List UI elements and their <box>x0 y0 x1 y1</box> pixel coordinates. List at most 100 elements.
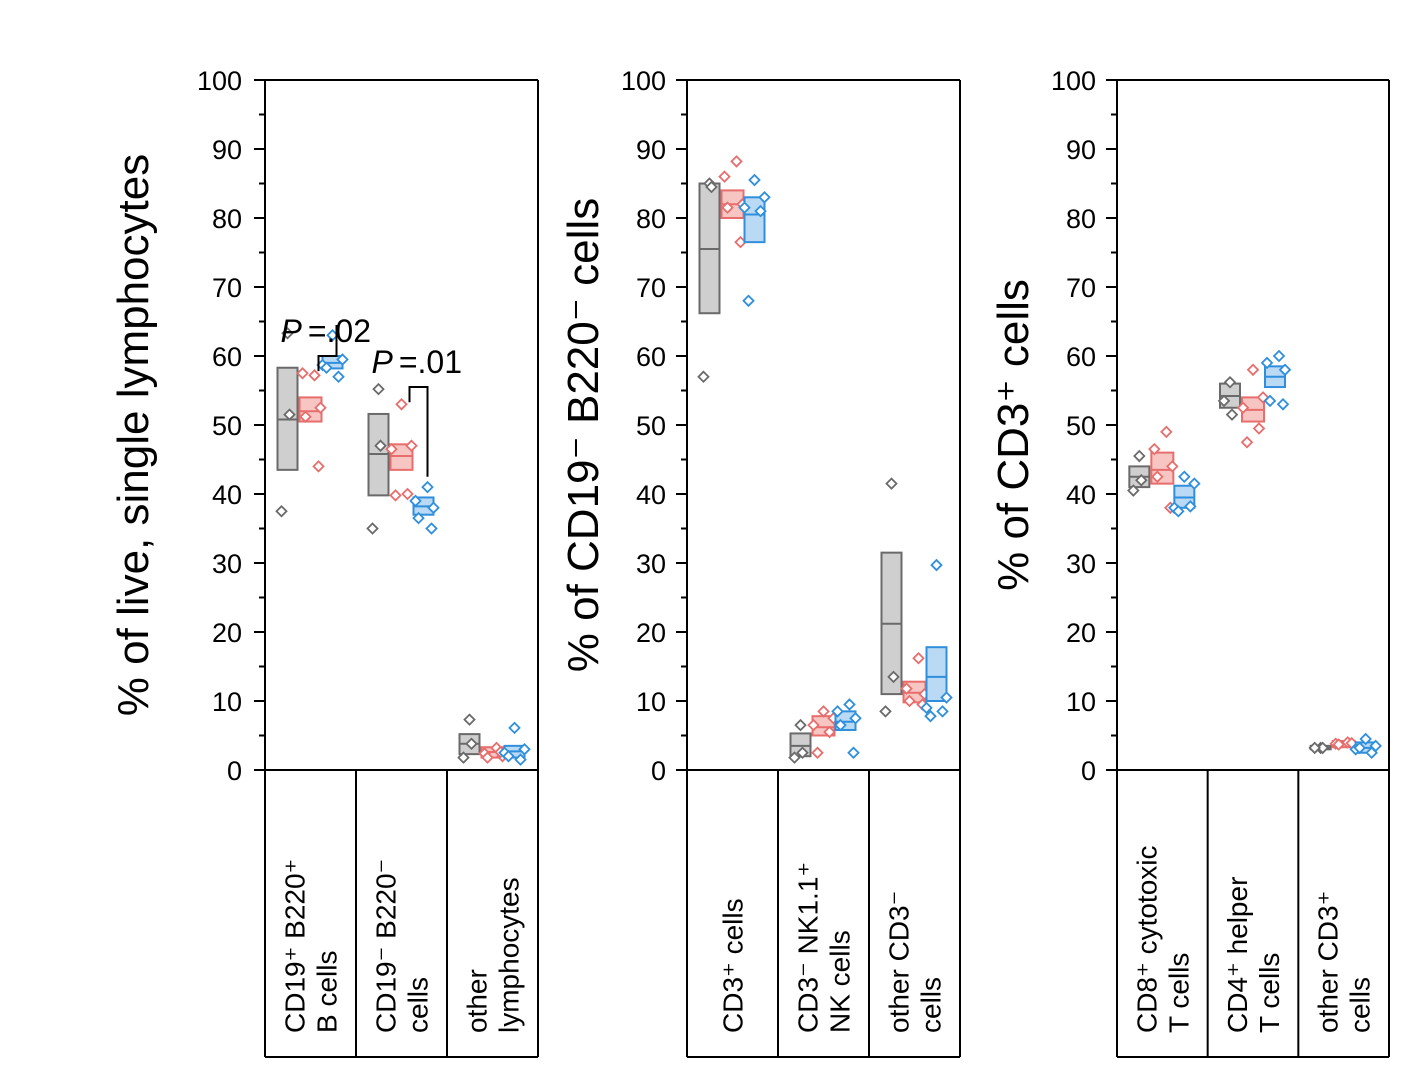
y-tick-label: 80 <box>1066 204 1096 234</box>
significance-bracket <box>408 386 429 477</box>
data-point <box>1359 732 1372 746</box>
y-tick-label: 10 <box>212 687 242 717</box>
y-tick-label: 80 <box>636 204 666 234</box>
data-point <box>481 751 494 764</box>
data-point <box>742 294 755 308</box>
category-label: cells <box>916 977 947 1033</box>
data-point <box>823 725 836 739</box>
data-point <box>1148 442 1161 456</box>
data-point <box>817 705 830 718</box>
data-point <box>457 751 470 764</box>
data-point <box>421 480 434 494</box>
category-label: other CD3⁻ <box>884 891 915 1033</box>
data-point <box>374 439 387 452</box>
data-point <box>738 201 751 214</box>
y-tick-label: 70 <box>1066 273 1096 303</box>
data-point <box>1272 349 1286 363</box>
category-label: T cells <box>1163 953 1194 1033</box>
y-tick-label: 60 <box>636 342 666 372</box>
data-point <box>1236 401 1250 415</box>
data-point <box>705 180 718 194</box>
data-point <box>395 398 408 411</box>
data-point <box>730 155 743 168</box>
category-label: CD8⁺ cytotoxic <box>1131 846 1162 1034</box>
data-point <box>1365 746 1378 760</box>
y-tick-label: 80 <box>212 204 242 234</box>
data-point <box>299 410 312 423</box>
y-tick-label: 10 <box>636 687 666 717</box>
data-point <box>1246 363 1260 377</box>
category-label: CD19⁻ B220⁻ <box>371 859 402 1033</box>
data-point <box>336 353 349 366</box>
data-point <box>465 737 478 751</box>
data-point <box>807 718 820 732</box>
category-label: other CD3⁺ <box>1313 891 1344 1033</box>
data-point <box>1263 394 1277 408</box>
data-point <box>1172 504 1185 518</box>
y-tick-label: 20 <box>1066 618 1096 648</box>
data-point <box>425 522 438 535</box>
data-point <box>320 361 333 375</box>
data-point <box>389 489 402 502</box>
p-value-label: P =.02 <box>281 313 372 349</box>
data-point <box>903 694 916 708</box>
data-point <box>401 487 414 501</box>
data-point <box>754 204 767 218</box>
data-point <box>372 382 385 396</box>
y-tick-label: 70 <box>636 273 666 303</box>
panel-cd3pos-cells: 0 10 20 30 40 50 60 70 80 90 100 % of CD3⁺ cells CD8… <box>989 66 1390 1058</box>
data-point <box>1276 398 1290 411</box>
y-tick-label: 0 <box>651 756 666 786</box>
data-point <box>1332 738 1345 751</box>
data-point <box>1178 470 1191 484</box>
data-point <box>427 501 440 515</box>
data-point <box>514 753 527 766</box>
category-label: CD3⁻ NK1.1⁺ <box>793 862 824 1033</box>
data-point <box>412 511 425 525</box>
data-point <box>831 705 844 718</box>
panel-lymphocytes: 0 10 20 30 40 50 60 70 80 90 100 % of live, single … <box>109 66 539 1058</box>
data-point <box>1225 408 1239 421</box>
significance-bracket <box>317 324 338 372</box>
category-label: CD19⁺ B220⁺ <box>280 859 311 1033</box>
data-point <box>332 370 345 383</box>
y-tick-label: 90 <box>636 135 666 165</box>
y-tick-label: 30 <box>636 549 666 579</box>
y-tick-label: 30 <box>1066 549 1096 579</box>
data-point <box>887 670 900 684</box>
data-point <box>1160 425 1173 439</box>
data-point <box>849 711 862 725</box>
data-point <box>312 460 325 473</box>
y-tick-label: 0 <box>1081 756 1096 786</box>
category-label: NK cells <box>825 930 856 1033</box>
y-tick-label: 50 <box>1066 411 1096 441</box>
data-point <box>1133 449 1146 463</box>
category-label: CD4⁺ helper <box>1222 877 1253 1033</box>
y-axis-title: % of live, single lymphocytes <box>109 154 158 716</box>
y-tick-label: 40 <box>636 480 666 510</box>
y-tick-label: 90 <box>1066 135 1096 165</box>
y-tick-label: 40 <box>1066 480 1096 510</box>
data-point <box>940 691 953 704</box>
data-point <box>930 558 943 572</box>
p-value-label: P =.01 <box>372 344 463 380</box>
data-point <box>718 170 731 183</box>
data-point <box>518 743 531 756</box>
data-point <box>281 326 294 340</box>
data-point <box>843 698 856 711</box>
data-point <box>385 442 398 456</box>
box-group-3 <box>925 646 948 702</box>
data-point <box>1184 500 1197 513</box>
data-point <box>1217 394 1231 408</box>
y-tick-label: 50 <box>212 411 242 441</box>
panel-cd19neg-cells: 0 10 20 30 40 50 60 70 80 90 100 % of CD19⁻ B220⁻ c… <box>559 66 961 1058</box>
data-point <box>508 721 521 735</box>
y-axis-title: % of CD19⁻ B220⁻ cells <box>559 198 608 672</box>
data-point <box>1278 363 1292 377</box>
data-point <box>296 366 309 380</box>
data-point <box>1316 741 1329 755</box>
data-point <box>463 713 476 726</box>
data-point <box>758 191 771 204</box>
y-tick-label: 40 <box>212 480 242 510</box>
